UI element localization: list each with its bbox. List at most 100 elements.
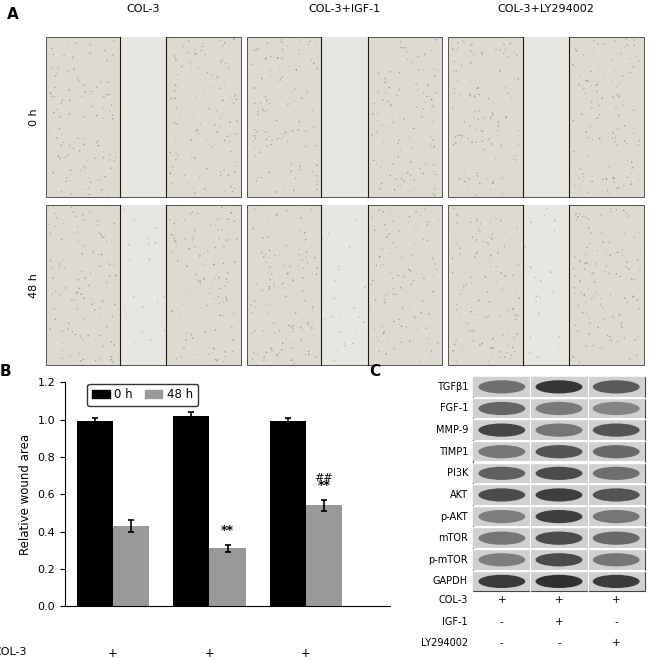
Point [507, 34, 517, 45]
Point [579, 140, 590, 151]
Point [289, 96, 300, 106]
Point [618, 100, 629, 110]
Point [199, 243, 209, 253]
Point [196, 45, 207, 55]
Point [487, 343, 497, 353]
Point [381, 349, 391, 359]
Point [306, 241, 317, 252]
Point [215, 167, 226, 177]
Point [258, 233, 268, 243]
Point [359, 317, 369, 328]
Bar [530, 377, 588, 397]
Point [197, 259, 207, 270]
Point [374, 185, 384, 195]
Point [461, 146, 471, 156]
Point [391, 242, 402, 252]
Point [465, 90, 476, 101]
Point [383, 96, 393, 107]
Bar [46, 37, 240, 198]
Point [256, 53, 266, 63]
Point [106, 163, 116, 173]
Point [450, 132, 461, 142]
Point [428, 117, 438, 127]
Point [619, 228, 630, 239]
Point [218, 243, 229, 253]
Point [400, 236, 410, 246]
Point [626, 168, 636, 179]
Ellipse shape [593, 445, 640, 458]
Point [284, 320, 294, 331]
Text: LY294002: LY294002 [421, 639, 468, 648]
Point [335, 312, 346, 323]
Point [570, 211, 580, 221]
Point [465, 217, 476, 227]
Point [257, 73, 267, 84]
Point [283, 268, 293, 279]
Point [339, 338, 349, 349]
Point [79, 314, 89, 325]
Point [215, 283, 226, 294]
Point [209, 37, 219, 47]
Point [618, 71, 628, 81]
Point [47, 43, 57, 54]
Point [294, 244, 304, 255]
Point [199, 38, 209, 49]
Point [170, 136, 181, 146]
Point [534, 308, 544, 319]
Point [430, 190, 440, 201]
Bar [530, 550, 588, 569]
Point [593, 322, 603, 332]
Point [553, 341, 564, 351]
Point [220, 38, 230, 48]
Point [486, 250, 496, 261]
Point [369, 99, 380, 109]
Point [497, 173, 507, 183]
Point [488, 104, 499, 115]
Point [213, 225, 223, 235]
Point [493, 248, 503, 258]
Point [505, 353, 515, 364]
Bar [270, 422, 306, 606]
Point [404, 131, 415, 142]
Point [229, 91, 240, 101]
Point [262, 76, 272, 86]
Point [177, 42, 188, 52]
Point [401, 322, 411, 332]
Point [426, 346, 437, 357]
Point [50, 71, 60, 82]
Bar [473, 420, 530, 440]
Point [467, 324, 477, 335]
Point [578, 132, 589, 142]
Point [212, 72, 222, 82]
Point [104, 155, 114, 165]
Point [66, 254, 76, 264]
Point [410, 311, 420, 322]
Point [70, 329, 81, 339]
Point [179, 170, 190, 181]
Point [105, 149, 115, 159]
Point [67, 326, 77, 337]
Point [209, 260, 219, 270]
Point [419, 49, 430, 60]
Point [172, 97, 182, 107]
Point [573, 184, 584, 194]
Point [428, 167, 439, 177]
Point [376, 179, 387, 189]
Point [486, 112, 496, 123]
Point [573, 80, 584, 90]
Point [605, 250, 616, 260]
Point [486, 138, 497, 148]
Point [587, 293, 597, 304]
Point [606, 92, 617, 102]
Point [283, 41, 293, 51]
Point [452, 76, 463, 86]
Point [304, 349, 314, 360]
Point [55, 290, 65, 301]
Point [586, 177, 596, 187]
Point [248, 45, 259, 55]
Point [484, 310, 494, 321]
Point [627, 157, 637, 167]
Point [621, 262, 631, 273]
Point [502, 88, 513, 99]
Point [124, 239, 135, 250]
